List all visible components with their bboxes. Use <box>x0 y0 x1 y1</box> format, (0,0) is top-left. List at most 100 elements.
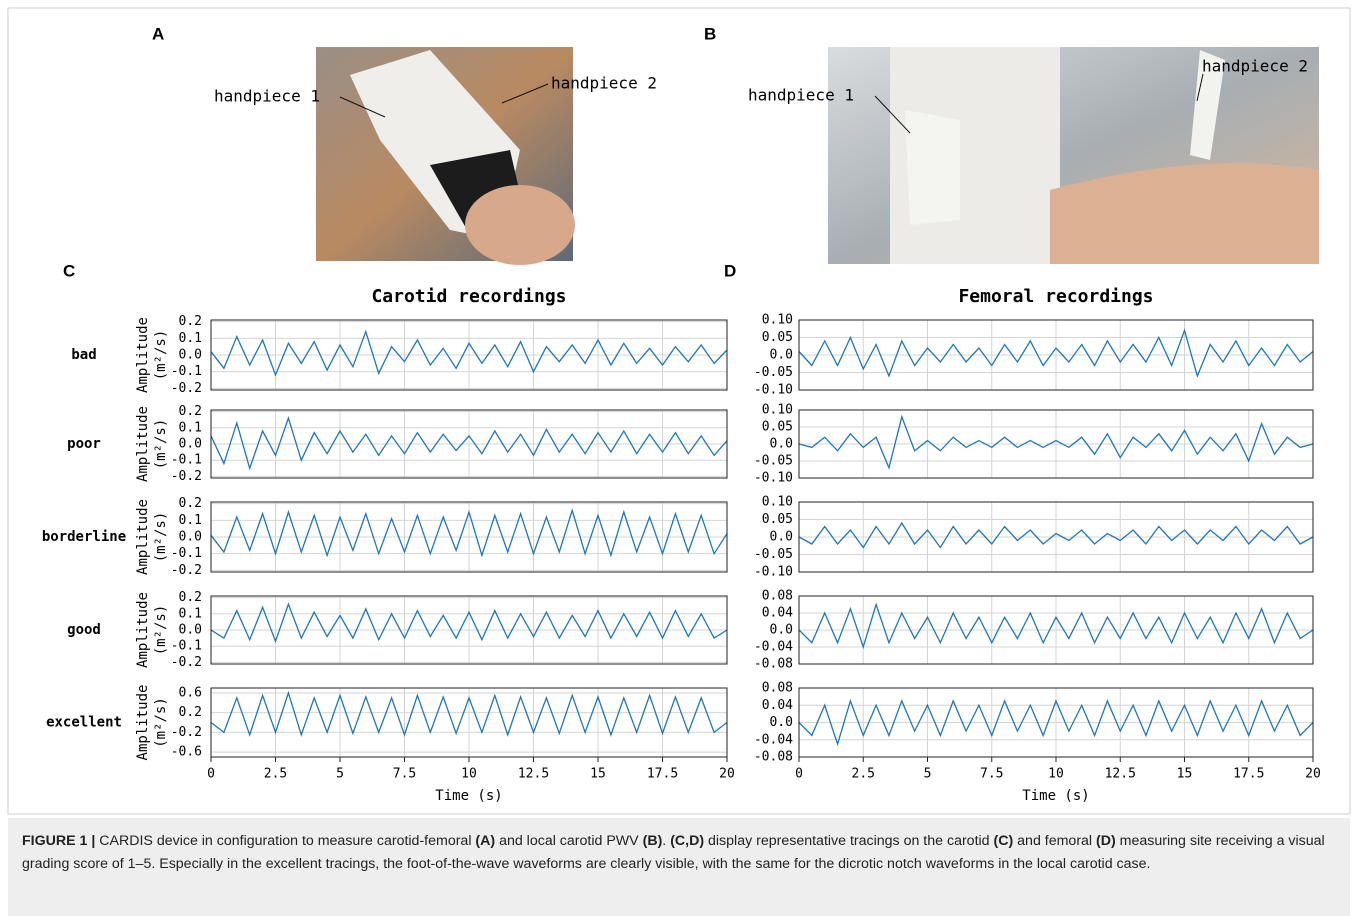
y-tick-label: -0.1 <box>171 546 202 561</box>
y-axis-label: Amplitude <box>135 592 151 668</box>
y-tick-label: 0.0 <box>770 530 793 545</box>
x-tick-label: 15 <box>590 767 606 782</box>
x-tick-label: 2.5 <box>852 767 875 782</box>
caption-run: and femoral <box>1013 833 1097 849</box>
caption-run: measuring site receiving a visual gradin… <box>22 833 1325 872</box>
panel-letter: B <box>704 24 716 43</box>
caption-run: (A) <box>475 833 496 849</box>
plot-frame <box>210 319 728 391</box>
y-tick-label: 0.2 <box>179 404 202 419</box>
row-label: bad <box>71 347 96 363</box>
caption-run: (C) <box>993 833 1014 849</box>
y-tick-label: -0.04 <box>754 732 793 747</box>
y-tick-label: 0.0 <box>770 348 793 363</box>
y-tick-label: -0.08 <box>754 657 793 672</box>
y-tick-label: -0.10 <box>754 383 793 398</box>
y-tick-label: 0.04 <box>762 606 793 621</box>
x-tick-label: 17.5 <box>647 767 678 782</box>
row-label: borderline <box>42 529 126 545</box>
y-axis-label: Amplitude <box>135 406 151 482</box>
y-tick-label: 0.0 <box>179 530 202 545</box>
y-tick-label: -0.1 <box>171 364 202 379</box>
y-tick-label: 0.1 <box>179 331 202 346</box>
caption-run: CARDIS device in configuration to measur… <box>95 833 476 849</box>
plot-frame <box>210 409 728 479</box>
panel-letter: C <box>63 261 75 280</box>
caption-run: display representative tracings on the c… <box>704 833 994 849</box>
y-axis-label: (m²/s) <box>153 697 169 748</box>
pointer-line <box>339 96 386 118</box>
y-tick-label: 0.05 <box>762 512 793 527</box>
y-tick-label: 0.2 <box>179 314 202 329</box>
x-tick-label: 2.5 <box>264 767 287 782</box>
y-tick-label: -0.2 <box>171 655 202 670</box>
y-tick-label: -0.05 <box>754 365 793 380</box>
plot-frame <box>798 319 1314 391</box>
x-tick-label: 7.5 <box>980 767 1003 782</box>
chart-title: Femoral recordings <box>958 286 1153 307</box>
signal-trace <box>210 416 728 471</box>
caption-run: and local carotid PWV <box>495 833 643 849</box>
y-tick-label: 0.04 <box>762 698 793 713</box>
y-tick-label: -0.2 <box>171 563 202 578</box>
plot-frame <box>210 595 728 665</box>
y-tick-label: -0.10 <box>754 565 793 580</box>
y-tick-label: 0.0 <box>770 623 793 638</box>
chart-title: Carotid recordings <box>371 286 566 307</box>
signal-trace <box>798 602 1314 650</box>
y-tick-label: -0.10 <box>754 471 793 486</box>
caption-run: (D) <box>1096 833 1116 849</box>
panel-letter: D <box>724 261 736 280</box>
y-axis-label: (m²/s) <box>153 419 169 470</box>
photo-label: handpiece 2 <box>1202 57 1308 76</box>
y-axis-label: (m²/s) <box>153 330 169 381</box>
y-tick-label: 0.05 <box>762 420 793 435</box>
x-tick-label: 0 <box>207 767 215 782</box>
x-tick-label: 5 <box>924 767 932 782</box>
x-tick-label: 0 <box>795 767 803 782</box>
y-tick-label: 0.05 <box>762 330 793 345</box>
y-tick-label: 0.08 <box>762 681 793 696</box>
y-tick-label: -0.1 <box>171 453 202 468</box>
plot-frame <box>798 409 1314 479</box>
caption-run: . <box>662 833 671 849</box>
x-tick-label: 10 <box>1048 767 1064 782</box>
y-axis-label: (m²/s) <box>153 512 169 563</box>
y-tick-label: -0.1 <box>171 639 202 654</box>
signal-trace <box>798 521 1314 549</box>
y-tick-label: 0.0 <box>770 437 793 452</box>
row-label: good <box>67 622 101 638</box>
signal-trace <box>210 329 728 377</box>
caption-run: (B) <box>642 833 663 849</box>
plot-frame <box>798 595 1314 665</box>
y-axis-label: Amplitude <box>135 317 151 393</box>
y-tick-label: 0.08 <box>762 589 793 604</box>
y-tick-label: 0.0 <box>179 437 202 452</box>
photo-label: handpiece 1 <box>748 86 854 105</box>
x-tick-label: 15 <box>1177 767 1193 782</box>
y-tick-label: 0.1 <box>179 513 202 528</box>
x-tick-label: 12.5 <box>1105 767 1136 782</box>
x-tick-label: 12.5 <box>518 767 549 782</box>
photo-label: handpiece 2 <box>551 74 657 93</box>
y-tick-label: 0.6 <box>179 685 202 700</box>
photo-b <box>828 47 1319 264</box>
signal-trace <box>798 414 1314 470</box>
signal-trace <box>798 698 1314 747</box>
caption: FIGURE 1 | CARDIS device in configuratio… <box>8 818 1350 916</box>
x-axis-label: Time (s) <box>435 788 502 804</box>
y-tick-label: 0.2 <box>179 496 202 511</box>
y-tick-label: 0.10 <box>762 403 793 418</box>
plot-frame <box>210 501 728 573</box>
x-tick-label: 17.5 <box>1233 767 1264 782</box>
y-axis-label: (m²/s) <box>153 605 169 656</box>
y-axis-label: Amplitude <box>135 499 151 575</box>
y-tick-label: -0.05 <box>754 454 793 469</box>
y-tick-label: 0.0 <box>770 715 793 730</box>
pointer-line <box>874 95 911 134</box>
signal-trace <box>798 328 1314 378</box>
panel-letter: A <box>152 24 164 43</box>
y-tick-label: 0.0 <box>179 623 202 638</box>
plot-frame <box>798 501 1314 573</box>
